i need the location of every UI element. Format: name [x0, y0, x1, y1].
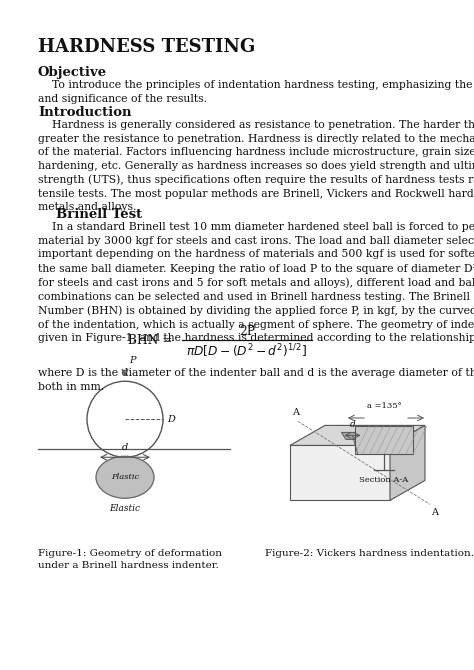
- Text: $\pi D[D-(D^2-d^2)^{1/2}]$: $\pi D[D-(D^2-d^2)^{1/2}]$: [186, 342, 308, 360]
- Text: A: A: [292, 409, 299, 417]
- Text: a =135°: a =135°: [366, 402, 401, 410]
- Text: To introduce the principles of indentation hardness testing, emphasizing the lim: To introduce the principles of indentati…: [38, 80, 474, 104]
- Text: Plastic: Plastic: [111, 473, 139, 481]
- Text: Figure-2: Vickers hardness indentation.: Figure-2: Vickers hardness indentation.: [265, 549, 474, 558]
- Polygon shape: [341, 432, 364, 440]
- Text: d: d: [350, 420, 356, 429]
- Polygon shape: [290, 425, 425, 446]
- Text: Elastic: Elastic: [109, 505, 140, 513]
- Ellipse shape: [96, 456, 154, 498]
- Text: Brinell Test: Brinell Test: [56, 208, 142, 221]
- Text: Figure-1: Geometry of deformation
under a Brinell hardness indenter.: Figure-1: Geometry of deformation under …: [38, 549, 222, 570]
- Polygon shape: [390, 425, 425, 500]
- Text: P: P: [129, 356, 136, 365]
- Text: where D is the diameter of the indenter ball and d is the average diameter of th: where D is the diameter of the indenter …: [38, 368, 474, 391]
- Text: Hardness is generally considered as resistance to penetration. The harder the ma: Hardness is generally considered as resi…: [38, 120, 474, 212]
- Text: 2P: 2P: [239, 325, 255, 338]
- Text: Introduction: Introduction: [38, 106, 131, 119]
- Text: BHN =: BHN =: [128, 334, 172, 346]
- Text: d: d: [122, 444, 128, 452]
- Text: A: A: [431, 509, 438, 517]
- Text: In a standard Brinell test 10 mm diameter hardened steel ball is forced to penet: In a standard Brinell test 10 mm diamete…: [38, 222, 474, 343]
- Text: Section A-A: Section A-A: [359, 476, 409, 484]
- Text: Objective: Objective: [38, 66, 107, 79]
- Text: D: D: [167, 415, 175, 423]
- Text: HARDNESS TESTING: HARDNESS TESTING: [38, 38, 255, 56]
- Bar: [355, 426, 413, 454]
- Polygon shape: [290, 446, 390, 500]
